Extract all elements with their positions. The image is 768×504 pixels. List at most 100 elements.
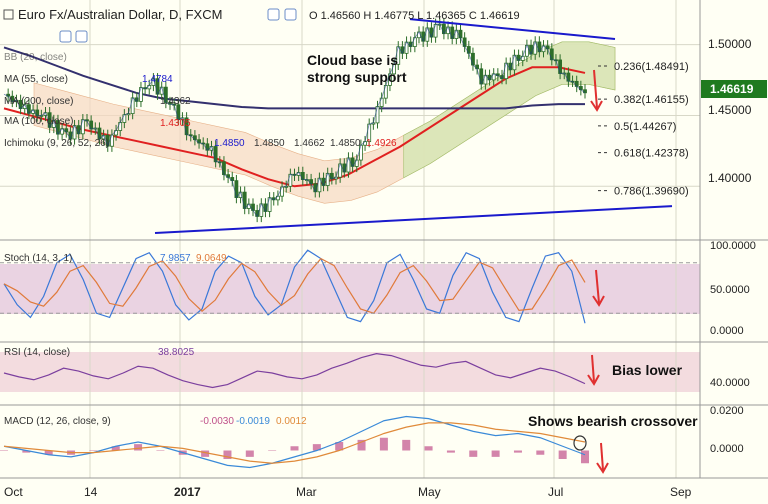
macd-histogram-bar bbox=[89, 450, 98, 451]
macd-histogram-bar bbox=[491, 450, 500, 457]
ichimoku-value-3: 1.4662 bbox=[294, 138, 325, 149]
candle-body bbox=[80, 119, 85, 135]
macd-histogram-bar bbox=[446, 450, 455, 453]
eye-icon[interactable] bbox=[267, 8, 280, 21]
current-price-label: 1.46619 bbox=[710, 82, 754, 96]
candle-body bbox=[242, 191, 247, 209]
indicator-label-ma200: MA (200, close) bbox=[4, 96, 73, 107]
indicator-label-ichimoku: Ichimoku (9, 26, 52, 26) bbox=[4, 138, 109, 149]
candle-body bbox=[512, 54, 517, 71]
candle-body bbox=[234, 180, 239, 198]
macd-histogram-bar bbox=[379, 437, 388, 451]
rsi-value: 38.8025 bbox=[158, 347, 195, 358]
ichimoku-cloud bbox=[33, 41, 616, 204]
ichimoku-value-5: 1.4926 bbox=[366, 138, 397, 149]
time-tick-7: Sep bbox=[670, 485, 692, 499]
ma-line-ma200 bbox=[3, 46, 585, 110]
trendline-upper bbox=[409, 18, 616, 40]
candle-body bbox=[222, 161, 226, 176]
candle-body bbox=[471, 52, 475, 66]
macd-histogram-bar bbox=[402, 439, 411, 451]
price-candles bbox=[3, 18, 587, 223]
cloud-note-line-2: strong support bbox=[307, 69, 407, 85]
macd-note: Shows bearish crossover bbox=[528, 413, 698, 429]
candle-body bbox=[130, 97, 135, 114]
candle-body bbox=[433, 23, 438, 38]
time-tick-3: 2017 bbox=[174, 485, 201, 499]
price-line bbox=[3, 23, 586, 218]
rsi-line bbox=[3, 353, 586, 389]
time-tick-4: Mar bbox=[296, 485, 317, 499]
macd-histogram-bar bbox=[156, 450, 165, 451]
stoch-d-value: 9.0649 bbox=[196, 253, 227, 264]
macd-histogram-bar bbox=[245, 450, 254, 457]
macd-histogram-bar bbox=[134, 444, 143, 451]
stoch-band bbox=[0, 264, 700, 314]
macd-tick-1: 0.0200 bbox=[710, 405, 744, 417]
price-axis-background bbox=[700, 0, 768, 504]
fib-level-label: 0.5(1.44267) bbox=[614, 121, 676, 133]
macd-histogram-bar bbox=[581, 450, 589, 464]
macd-histogram-bar bbox=[290, 446, 299, 451]
arrow-icon-price bbox=[590, 69, 603, 112]
macd-histogram-bar bbox=[513, 450, 522, 453]
ichimoku-value-1: 1.4850 bbox=[214, 138, 245, 149]
rsi-label: RSI (14, close) bbox=[4, 347, 70, 358]
macd-histogram-bar bbox=[558, 450, 567, 459]
stoch-k-line bbox=[3, 249, 586, 324]
trendlines bbox=[154, 18, 673, 235]
stoch-d-line bbox=[3, 257, 586, 314]
macd-histogram-bar bbox=[335, 442, 344, 451]
ichimoku-value-2: 1.4850 bbox=[254, 138, 285, 149]
time-tick-1: Oct bbox=[4, 485, 23, 499]
indicator-label-ma100: MA (100, close) bbox=[4, 116, 73, 127]
candle-body bbox=[375, 106, 380, 124]
macd-histogram-bar bbox=[469, 450, 478, 457]
ichimoku-value-4: 1.4850 bbox=[330, 138, 361, 149]
trendline-lower bbox=[154, 205, 673, 235]
stoch-tick-3: 0.0000 bbox=[710, 325, 744, 337]
rsi-note: Bias lower bbox=[612, 362, 683, 378]
indicator-label-ma55: MA (55, close) bbox=[4, 74, 68, 85]
gear-icon[interactable] bbox=[284, 8, 297, 21]
ichimoku-cloud-bullish bbox=[403, 41, 616, 179]
macd-line bbox=[3, 415, 586, 469]
fib-level-label: 0.236(1.48491) bbox=[614, 61, 689, 73]
macd-label: MACD (12, 26, close, 9) bbox=[4, 416, 111, 427]
macd-histogram-bar bbox=[223, 450, 232, 459]
price-tick-3: 1.40000 bbox=[708, 171, 752, 185]
macd-line-value: -0.0019 bbox=[236, 416, 270, 427]
collapse-icon[interactable] bbox=[3, 9, 14, 20]
macd-signal-line bbox=[3, 422, 586, 464]
candle-body bbox=[110, 134, 114, 147]
candle-body bbox=[558, 59, 562, 74]
time-tick-5: May bbox=[418, 485, 441, 499]
time-tick-2: 14 bbox=[84, 485, 98, 499]
arrow-icon-rsi bbox=[587, 354, 600, 386]
time-tick-6: Jul bbox=[548, 485, 563, 499]
macd-histogram-bar bbox=[44, 450, 53, 455]
macd-histogram-bar bbox=[111, 446, 120, 451]
macd-panel bbox=[0, 415, 589, 469]
stoch-tick-1: 100.0000 bbox=[710, 240, 756, 252]
macd-histogram-bar bbox=[357, 439, 366, 451]
macd-histogram-bar bbox=[536, 450, 545, 455]
candle-body bbox=[267, 197, 272, 212]
macd-histogram-bar bbox=[0, 450, 8, 451]
fib-level-label: 0.786(1.39690) bbox=[614, 186, 689, 198]
indicator-value-bb: 1.4784 bbox=[142, 74, 173, 85]
stoch-k-value: 7.9857 bbox=[160, 253, 191, 264]
macd-histogram-bar bbox=[268, 450, 277, 451]
arrow-icon-stoch bbox=[592, 269, 605, 307]
eye-icon[interactable] bbox=[59, 30, 72, 43]
macd-hist-value: -0.0030 bbox=[200, 416, 234, 427]
stoch-tick-2: 50.0000 bbox=[710, 284, 750, 296]
stoch-label: Stoch (14, 3, 1) bbox=[4, 253, 72, 264]
indicator-label-bb: BB (20, close) bbox=[4, 52, 67, 63]
gear-icon[interactable] bbox=[75, 30, 88, 43]
cloud-note-line-1: Cloud base is bbox=[307, 52, 398, 68]
price-tick-1: 1.50000 bbox=[708, 37, 752, 51]
macd-tick-2: 0.0000 bbox=[710, 443, 744, 455]
